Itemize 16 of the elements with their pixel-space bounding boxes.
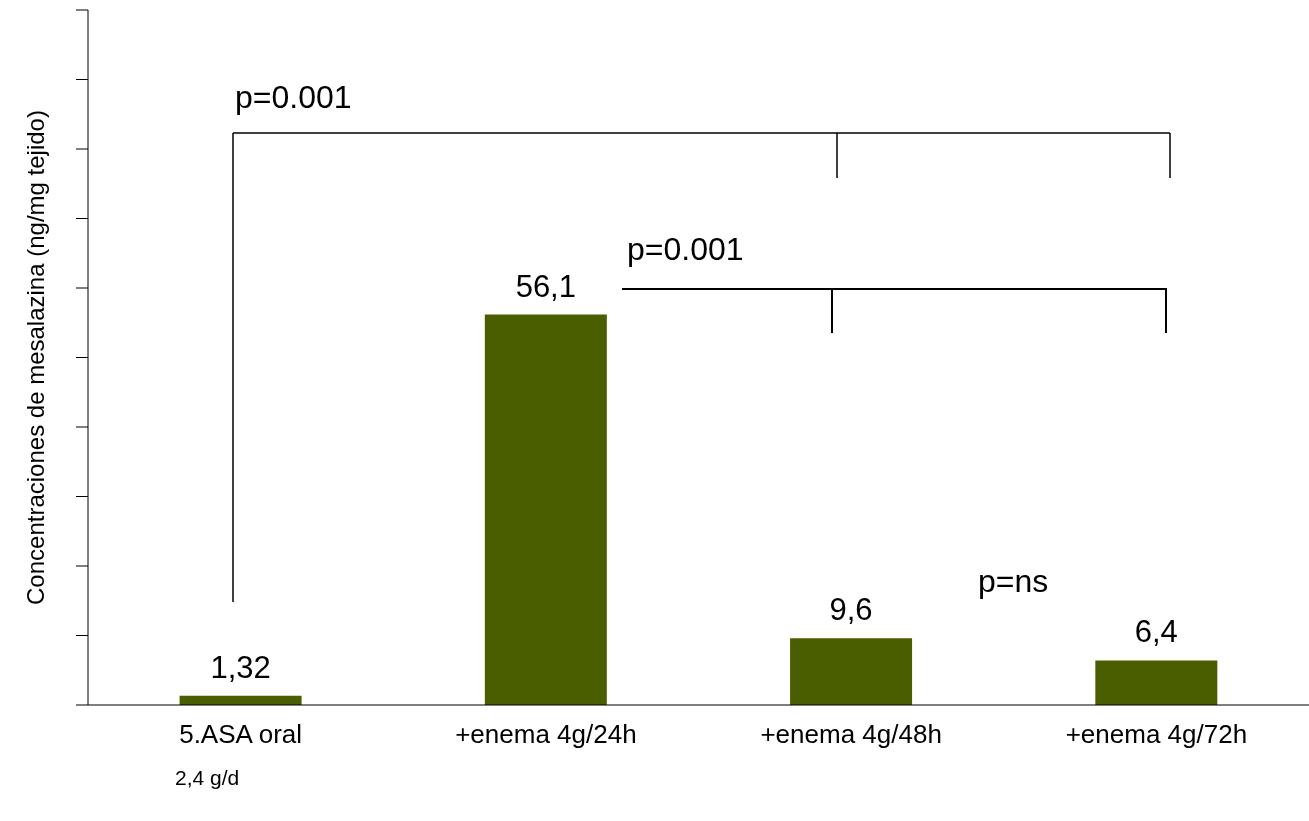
bar (790, 638, 913, 705)
data-label: 56,1 (515, 268, 576, 304)
bar (484, 314, 607, 705)
data-label: 1,32 (210, 649, 271, 685)
text: p=0.001 (235, 79, 352, 115)
x-tick-label: +enema 4g/72h (1065, 719, 1248, 750)
y-axis-title: Concentraciones de mesalazina (ng/mg tejido) (21, 110, 49, 605)
x-tick-label: +enema 4g/48h (760, 719, 942, 750)
text: 2,4 g/d (175, 766, 240, 789)
data-label: 9,6 (829, 592, 873, 628)
x-tick-label: 5.ASA oral (179, 719, 303, 750)
data-label: 6,4 (1134, 614, 1178, 650)
bar (1095, 660, 1218, 705)
annotation: p=ns (978, 563, 1049, 599)
x-tick-label: +enema 4g/24h (455, 719, 637, 750)
text: p=0.001 (627, 231, 744, 267)
